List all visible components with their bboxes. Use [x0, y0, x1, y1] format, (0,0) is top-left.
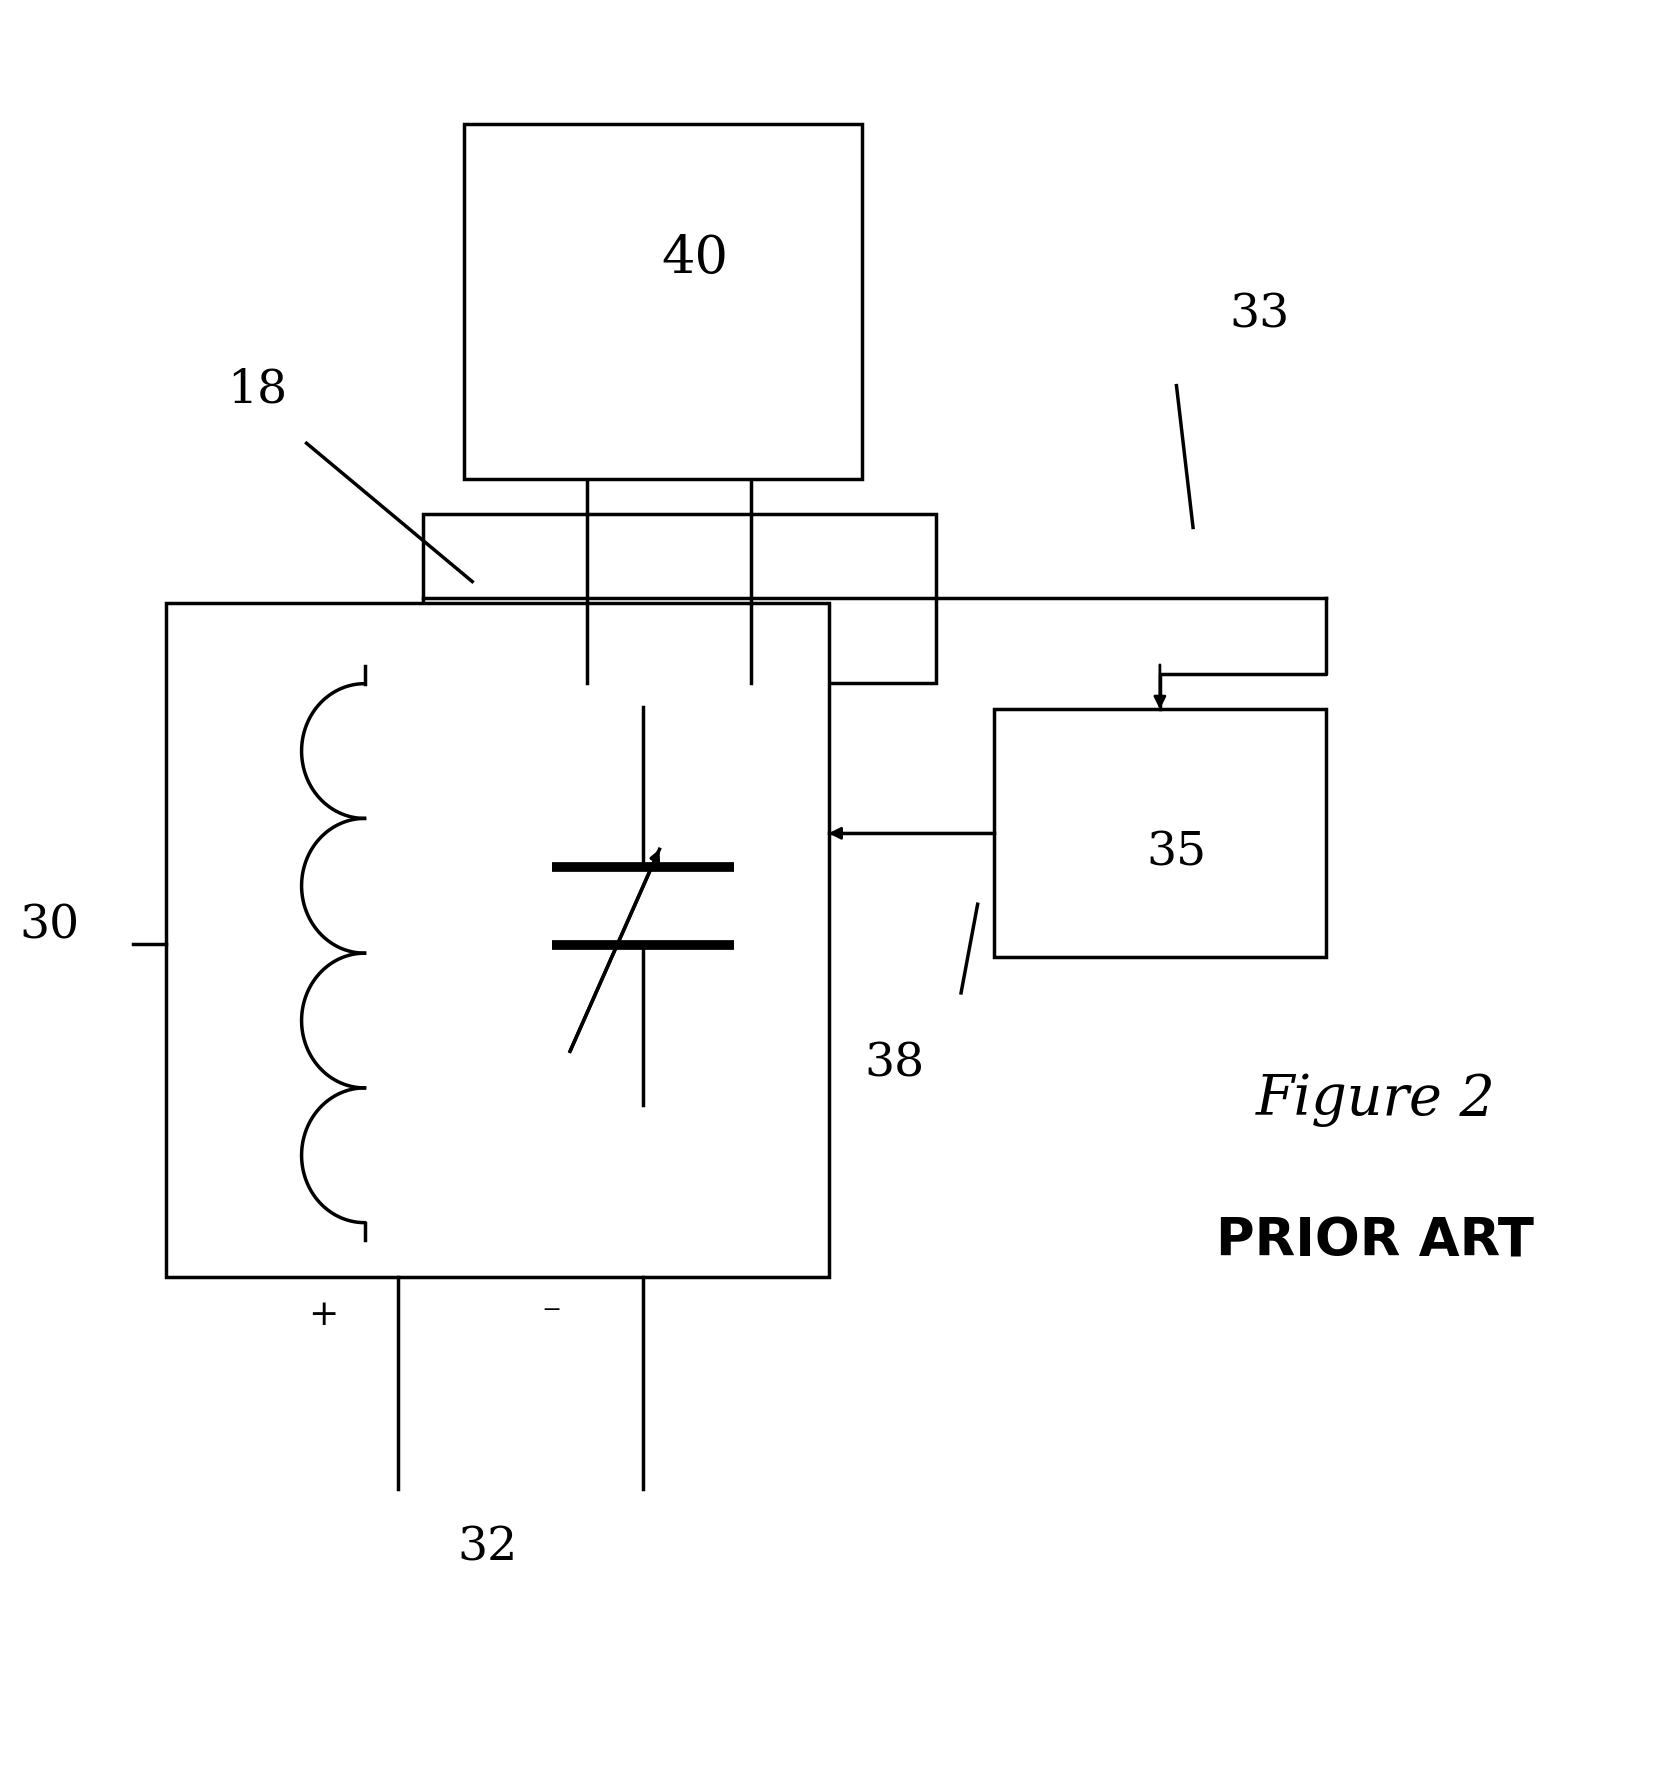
Text: 30: 30: [20, 904, 80, 949]
Text: +: +: [308, 1298, 338, 1332]
Text: 18: 18: [227, 367, 287, 413]
Bar: [464, 124, 862, 479]
Text: 33: 33: [1229, 293, 1289, 337]
Text: Figure 2: Figure 2: [1256, 1073, 1495, 1126]
Text: 38: 38: [865, 1041, 925, 1087]
Text: 35: 35: [1147, 830, 1206, 876]
Text: –: –: [543, 1291, 560, 1324]
Bar: [994, 709, 1326, 957]
Bar: [166, 603, 829, 1277]
Text: 32: 32: [457, 1525, 517, 1571]
Text: PRIOR ART: PRIOR ART: [1216, 1215, 1534, 1268]
Text: 40: 40: [661, 234, 727, 284]
Bar: [423, 514, 936, 683]
